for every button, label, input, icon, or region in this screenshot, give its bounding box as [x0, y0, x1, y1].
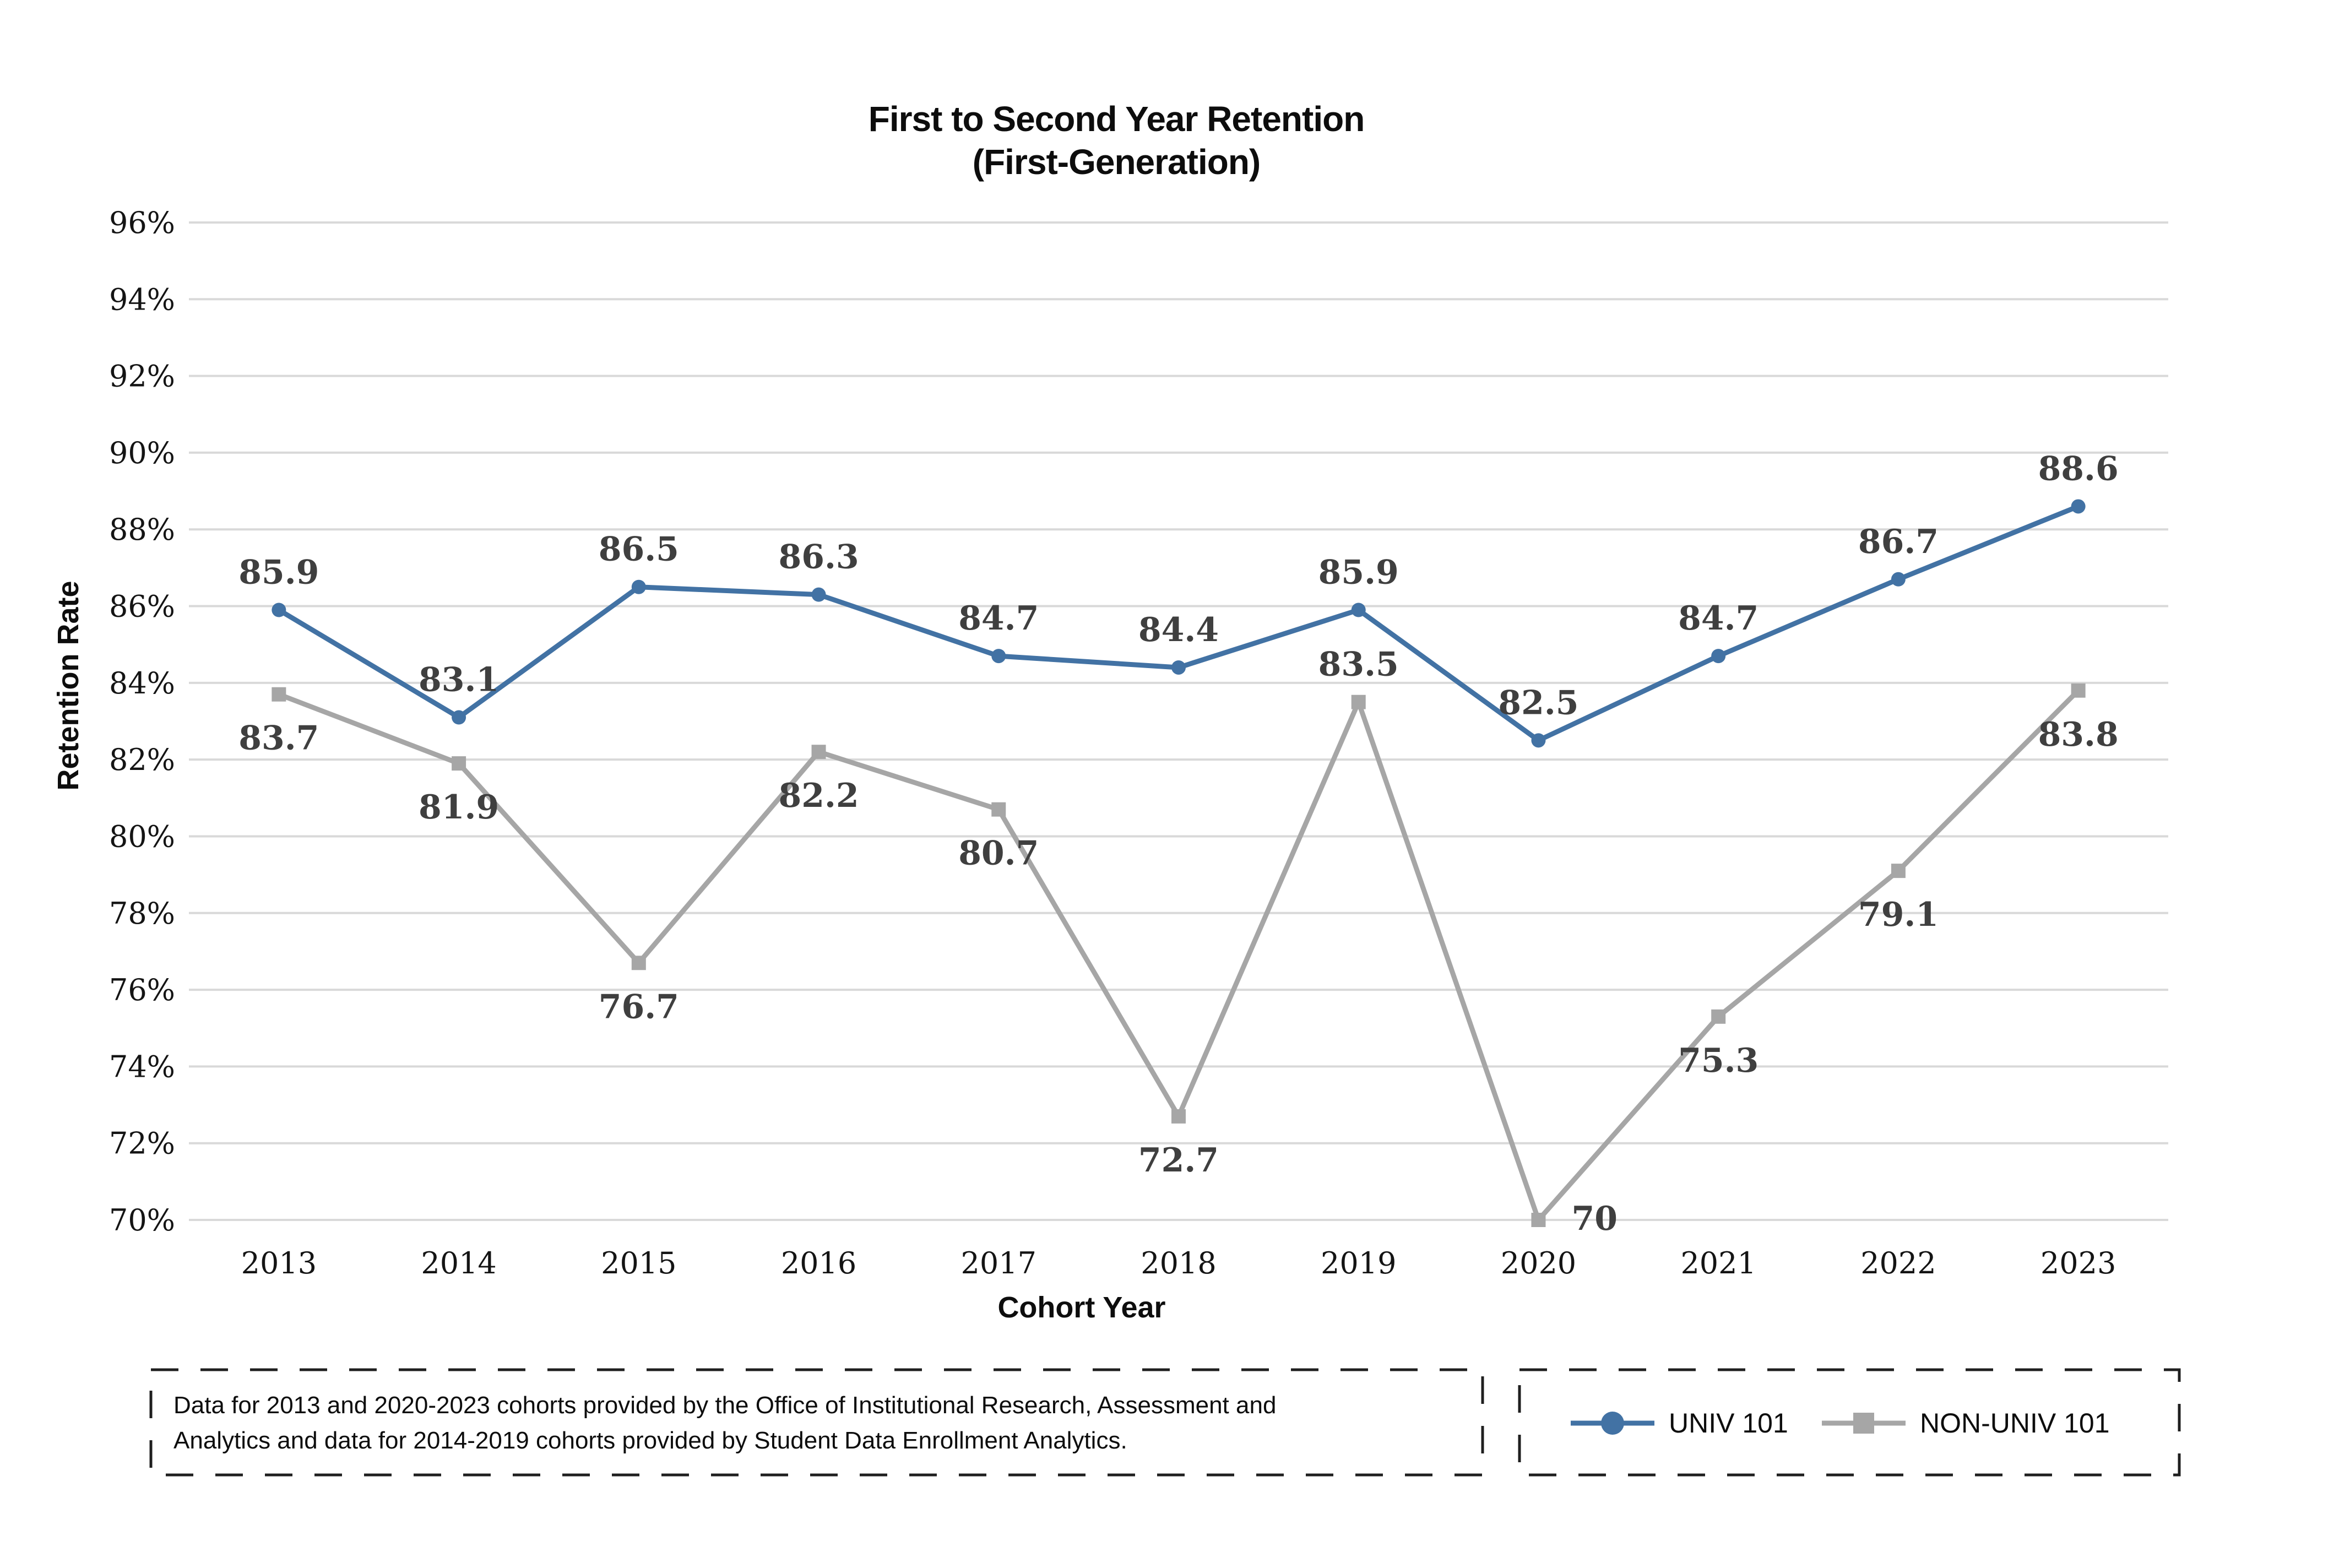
x-axis-title: Cohort Year	[997, 1291, 1165, 1324]
data-point-label: 76.7	[599, 988, 679, 1026]
footnote-box	[149, 1368, 1484, 1477]
data-point-label: 88.6	[2038, 449, 2119, 488]
data-point	[811, 587, 826, 602]
data-point-label: 80.7	[958, 834, 1039, 873]
data-point	[991, 802, 1006, 817]
x-tick-label: 2015	[601, 1246, 676, 1281]
y-tick-label: 86%	[109, 589, 175, 624]
data-point-label: 75.3	[1678, 1041, 1759, 1080]
y-tick-label: 88%	[109, 512, 175, 547]
data-point-label: 85.9	[238, 554, 319, 592]
footnote-line1: Data for 2013 and 2020-2023 cohorts prov…	[173, 1392, 1276, 1419]
series-line-non-univ-101	[276, 688, 2081, 1223]
data-point-label: 70	[1571, 1200, 1618, 1238]
data-point	[991, 649, 1006, 664]
data-point-label: 86.7	[1858, 523, 1939, 561]
data-point	[1891, 572, 1906, 587]
data-point	[1891, 864, 1906, 878]
x-tick-label: 2014	[421, 1246, 496, 1281]
data-point	[452, 756, 466, 771]
x-tick-label: 2023	[2040, 1246, 2116, 1281]
y-tick-label: 78%	[109, 896, 175, 931]
data-point-label: 84.7	[958, 599, 1039, 638]
x-tick-label: 2021	[1680, 1246, 1756, 1281]
y-tick-label: 70%	[109, 1203, 175, 1238]
data-point	[452, 710, 466, 725]
non-univ101-square-marker-icon	[1853, 1413, 1874, 1434]
x-tick-label: 2017	[961, 1246, 1036, 1281]
y-tick-label: 90%	[109, 436, 175, 470]
data-point	[2071, 499, 2086, 514]
x-tick-label: 2013	[241, 1246, 317, 1281]
data-point	[1711, 1009, 1726, 1024]
data-point-label: 84.7	[1678, 599, 1759, 638]
chart-subtitle: (First-Generation)	[973, 142, 1260, 182]
y-axis-tick-labels: 70% 72% 74% 76% 78% 80% 82% 84% 86% 88% 90% 92% 94% 9…	[109, 205, 175, 1238]
data-point-label: 83.8	[2038, 715, 2119, 754]
data-point	[1711, 649, 1726, 664]
data-point-markers	[272, 499, 2086, 1227]
data-point-label: 83.1	[419, 661, 499, 699]
legend-box	[1518, 1368, 2181, 1477]
data-point-labels: 85.9 83.1 86.5 86.3 84.7 84.4 85.9 82.5 84.7 86.7…	[238, 449, 2118, 1238]
x-axis-tick-labels: 2013 2014 2015 2016 2017 2018 2019 2020 2021 2022…	[241, 1246, 2116, 1281]
footnote-line2: Analytics and data for 2014-2019 cohorts…	[173, 1427, 1127, 1454]
data-point	[1351, 603, 1366, 617]
univ101-circle-marker-icon	[1601, 1412, 1624, 1435]
data-point-label: 72.7	[1138, 1141, 1219, 1180]
data-point	[272, 687, 286, 702]
y-axis-title: Retention Rate	[52, 580, 85, 790]
data-point-label: 86.5	[599, 530, 679, 569]
x-tick-label: 2020	[1501, 1246, 1576, 1281]
data-point-label: 81.9	[419, 788, 499, 827]
y-tick-label: 94%	[109, 282, 175, 317]
data-point	[1531, 733, 1546, 748]
y-tick-label: 92%	[109, 359, 175, 394]
data-point-label: 82.2	[778, 777, 859, 815]
gridlines	[189, 221, 2168, 1221]
legend-label-univ101: UNIV 101	[1669, 1408, 1788, 1439]
y-tick-label: 96%	[109, 205, 175, 240]
legend-label-non-univ101: NON-UNIV 101	[1920, 1408, 2110, 1439]
x-tick-label: 2019	[1321, 1246, 1396, 1281]
y-tick-label: 84%	[109, 666, 175, 701]
y-tick-label: 80%	[109, 819, 175, 854]
data-point	[272, 603, 286, 617]
data-point-label: 84.4	[1138, 611, 1219, 649]
data-point	[1171, 1109, 1186, 1124]
data-point-label: 83.5	[1318, 645, 1399, 684]
data-point-label: 83.7	[238, 719, 319, 758]
x-tick-label: 2016	[781, 1246, 856, 1281]
data-point	[1531, 1213, 1546, 1227]
y-tick-label: 76%	[109, 973, 175, 1007]
data-point-label: 79.1	[1858, 896, 1939, 934]
data-point	[1171, 660, 1186, 675]
data-point-label: 82.5	[1498, 683, 1578, 722]
y-tick-label: 72%	[109, 1126, 175, 1161]
data-point	[631, 579, 646, 594]
data-point-label: 85.9	[1318, 554, 1399, 592]
data-point	[811, 745, 826, 759]
data-point	[1351, 695, 1366, 709]
x-tick-label: 2022	[1860, 1246, 1936, 1281]
y-tick-label: 82%	[109, 742, 175, 777]
legend-item-non-univ101: NON-UNIV 101	[1822, 1408, 2110, 1439]
data-point	[2071, 683, 2086, 698]
data-point-label: 86.3	[778, 538, 859, 577]
legend-item-univ101: UNIV 101	[1571, 1408, 1788, 1439]
data-point	[631, 956, 646, 970]
y-tick-label: 74%	[109, 1049, 175, 1084]
chart-title: First to Second Year Retention	[869, 99, 1365, 139]
x-tick-label: 2018	[1141, 1246, 1216, 1281]
